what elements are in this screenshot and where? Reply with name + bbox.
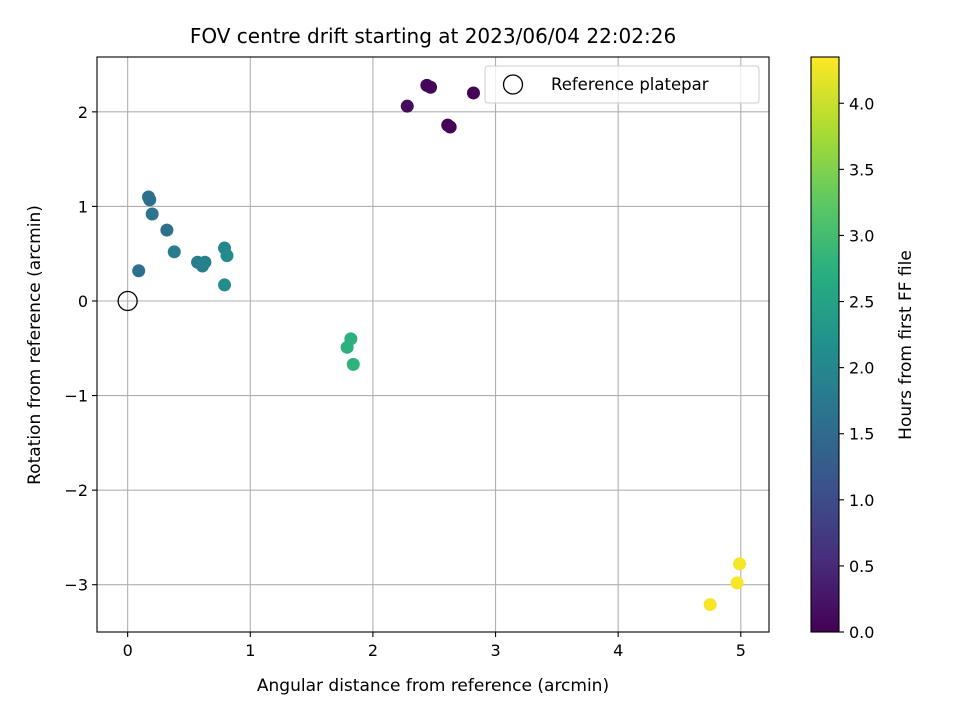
colorbar-tick-label: 1.0 bbox=[849, 491, 874, 510]
colorbar-frame bbox=[810, 56, 840, 633]
x-tick-label: 1 bbox=[245, 641, 255, 660]
y-tick-label: 1 bbox=[78, 197, 88, 216]
x-tick-label: 0 bbox=[123, 641, 133, 660]
data-point bbox=[145, 207, 159, 221]
y-tick-label: 2 bbox=[78, 103, 88, 122]
legend-marker bbox=[502, 74, 524, 95]
colorbar-tick-label: 2.0 bbox=[849, 359, 874, 378]
legend-box bbox=[484, 65, 760, 104]
data-point bbox=[400, 99, 414, 113]
data-point bbox=[198, 255, 212, 269]
x-tick-label: 3 bbox=[490, 641, 500, 660]
data-point bbox=[220, 249, 234, 263]
colorbar-tick-label: 2.5 bbox=[849, 293, 874, 312]
data-points bbox=[132, 78, 747, 612]
data-point bbox=[733, 557, 747, 571]
x-tick-label: 5 bbox=[736, 641, 746, 660]
y-tick-label: −1 bbox=[64, 387, 88, 406]
y-tick-label: 0 bbox=[78, 292, 88, 311]
y-tick-label: −2 bbox=[64, 481, 88, 500]
data-point bbox=[346, 357, 360, 371]
reference-point bbox=[117, 290, 138, 312]
axis-ticks: 0 1 2 3 4 5 −3 −2 −1 0 1 2 bbox=[64, 103, 745, 660]
colorbar-tick-label: 0.5 bbox=[849, 557, 874, 576]
y-tick-label: −3 bbox=[64, 576, 88, 595]
colorbar-tick-label: 4.0 bbox=[849, 94, 874, 113]
data-point bbox=[466, 86, 480, 100]
plot-frame bbox=[96, 56, 770, 633]
data-point bbox=[167, 245, 181, 259]
legend: Reference platepar bbox=[484, 65, 760, 104]
colorbar-tick-label: 0.0 bbox=[849, 623, 874, 642]
reference-marker bbox=[117, 290, 138, 312]
data-point bbox=[143, 193, 157, 207]
colorbar-tick-label: 3.5 bbox=[849, 160, 874, 179]
x-axis-label: Angular distance from reference (arcmin) bbox=[257, 676, 609, 696]
grid bbox=[97, 57, 769, 632]
data-point bbox=[218, 278, 232, 292]
x-tick-label: 4 bbox=[613, 641, 623, 660]
data-point bbox=[340, 340, 354, 354]
colorbar-tick-label: 3.0 bbox=[849, 226, 874, 245]
colorbar-tick-label: 1.5 bbox=[849, 425, 874, 444]
data-point bbox=[703, 598, 717, 612]
colorbar-gradient bbox=[811, 57, 839, 632]
data-point bbox=[730, 576, 744, 590]
colorbar-label: Hours from first FF file bbox=[896, 250, 916, 440]
chart-title: FOV centre drift starting at 2023/06/04 … bbox=[190, 24, 676, 48]
legend-entry-reference: Reference platepar bbox=[551, 75, 709, 94]
data-point bbox=[443, 120, 457, 134]
data-point bbox=[132, 264, 146, 278]
x-tick-label: 2 bbox=[368, 641, 378, 660]
data-point bbox=[424, 80, 438, 94]
data-point bbox=[160, 223, 174, 237]
colorbar-ticks: 0.0 0.5 1.0 1.5 2.0 2.5 3.0 3.5 4.0 bbox=[839, 94, 874, 642]
y-axis-label: Rotation from reference (arcmin) bbox=[25, 205, 45, 485]
colorbar: 0.0 0.5 1.0 1.5 2.0 2.5 3.0 3.5 4.0 Hours from f… bbox=[810, 56, 916, 642]
